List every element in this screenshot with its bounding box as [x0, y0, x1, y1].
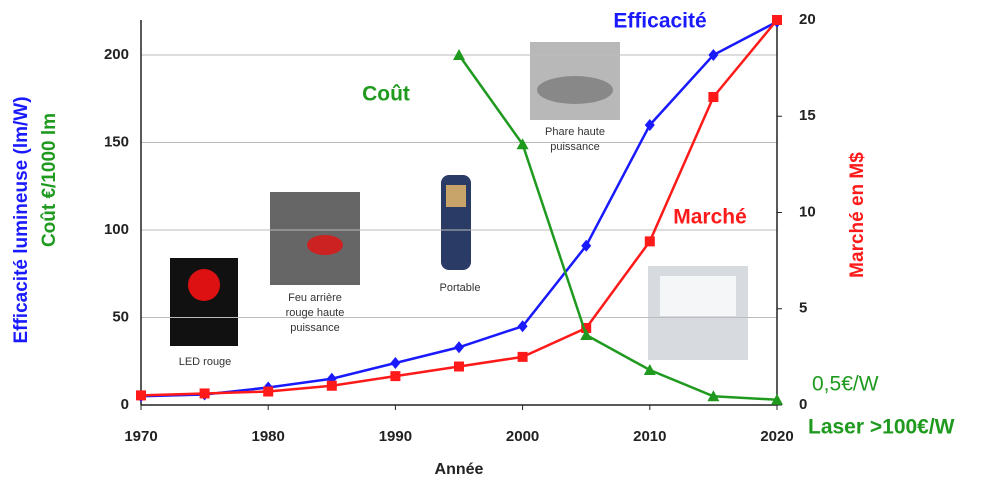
x-tick-label: 1980 [252, 428, 285, 445]
image-caption: puissance [290, 322, 340, 334]
x-tick-label: 1970 [124, 428, 157, 445]
x-tick-label: 1990 [379, 428, 412, 445]
marker [516, 138, 529, 150]
marker [517, 351, 528, 362]
series-label: Marché [673, 206, 747, 229]
marker [326, 380, 337, 391]
x-tick-label: 2010 [633, 428, 666, 445]
x-tick-label: 2000 [506, 428, 539, 445]
marker [771, 393, 783, 405]
annotation: Laser >100€/W [808, 416, 955, 439]
marker [390, 371, 401, 382]
y2-tick-label: 10 [799, 203, 816, 220]
x-tick-label: 2020 [760, 428, 793, 445]
annotation: 0,5€/W [812, 373, 879, 396]
series-label: Efficacité [613, 10, 706, 33]
headlight-image [537, 76, 613, 104]
marker [708, 49, 719, 61]
series-line [457, 54, 778, 401]
y-tick-label: 0 [121, 396, 129, 413]
marker [454, 341, 464, 354]
ceiling-image [660, 276, 736, 316]
y2-tick-label: 20 [799, 11, 816, 28]
marker [644, 119, 655, 131]
y-axis-label: Efficacité lumineuse (lm/W) [11, 96, 32, 343]
marker [643, 364, 656, 375]
marker [199, 388, 210, 399]
image-caption: Portable [440, 282, 481, 294]
y-tick-label: 200 [104, 46, 129, 63]
marker [707, 390, 720, 402]
phone-image [446, 185, 466, 207]
image-caption: Feu arrière [288, 292, 342, 304]
marker [263, 386, 274, 397]
image-caption: rouge haute [286, 307, 345, 319]
y2-axis-label: Marché en M$ [847, 152, 868, 278]
marker [453, 49, 465, 60]
taillight-image [307, 235, 343, 255]
image-caption: Phare haute [545, 126, 605, 138]
y-tick-label: 100 [104, 221, 129, 238]
marker [772, 15, 782, 25]
marker [708, 92, 719, 102]
marker [390, 357, 401, 369]
marker [136, 390, 146, 401]
y-axis-label: Coût €/1000 lm [39, 113, 60, 247]
image-caption: puissance [550, 141, 600, 153]
y2-tick-label: 0 [799, 396, 807, 413]
image-caption: LED rouge [179, 356, 232, 368]
marker [454, 361, 464, 372]
x-axis-label: Année [435, 461, 484, 478]
y2-tick-label: 5 [799, 300, 807, 317]
marker [644, 236, 655, 247]
marker [581, 239, 592, 252]
y-tick-label: 150 [104, 133, 129, 150]
marker [580, 329, 593, 340]
marker [581, 323, 592, 333]
led-image [188, 269, 220, 301]
y-tick-label: 50 [112, 308, 129, 325]
series-label: Coût [362, 83, 410, 106]
marker [517, 320, 528, 333]
y2-tick-label: 15 [799, 107, 816, 124]
